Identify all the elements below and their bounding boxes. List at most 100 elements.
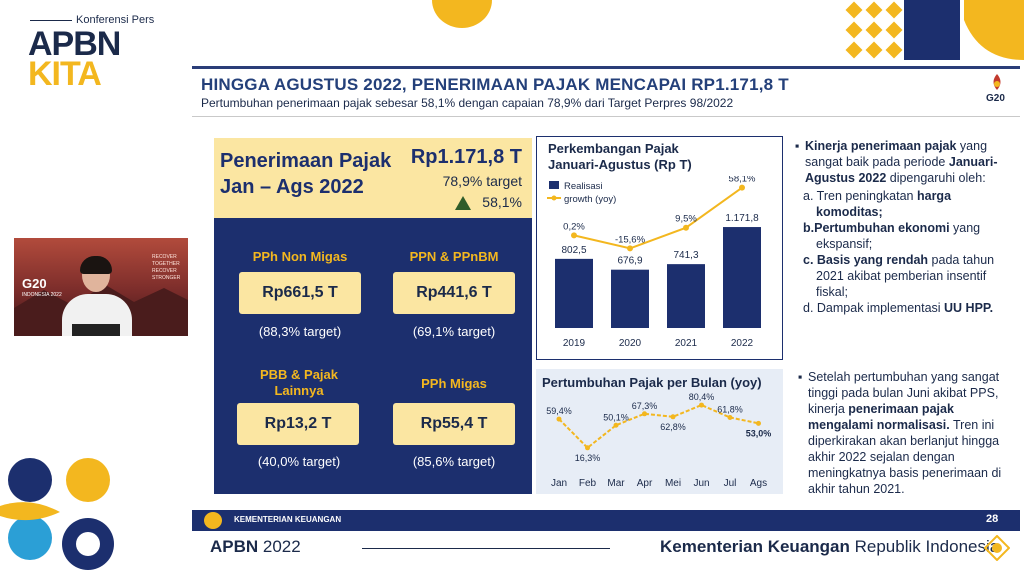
growth-line — [573, 186, 743, 250]
video-g20-logo: G20 — [22, 276, 47, 291]
month-tick-label: Jun — [693, 478, 709, 489]
component-target: (85,6% target) — [412, 454, 496, 469]
month-tick-label: Mar — [607, 478, 625, 489]
x-tick-label: 2021 — [675, 338, 698, 349]
legend-line-label: growth (yoy) — [564, 194, 616, 205]
month-tick-label: Jan — [551, 478, 567, 489]
component-target: (69,1% target) — [412, 324, 496, 339]
monthly-point — [585, 445, 590, 451]
month-tick-label: Ags — [750, 478, 767, 489]
monthly-growth-line — [558, 403, 759, 450]
monthly-chart-plot: 59,4% Jan 16,3% Feb 50,1% Mar 67,3% Apr 62,8% Mei… — [546, 392, 772, 489]
ministry-seal-icon — [984, 535, 1010, 561]
ministry-emblem-icon — [204, 512, 222, 529]
note-item-b: b.Pertumbuhan ekonomi yang ekspansif; — [803, 221, 981, 251]
component-target: (40,0% target) — [257, 454, 341, 469]
component-value: Rp13,2 T — [237, 403, 359, 445]
annual-chart-plot: Realisasi growth (yoy) 802,5 2019 676,9 2020 7… — [547, 176, 761, 349]
note-list: a. Tren peningkatan harga komoditas; b.P… — [803, 188, 1015, 316]
page-number: 28 — [986, 513, 999, 525]
note-item-d: d. Dampak implementasi UU HPP. — [803, 301, 994, 315]
monthly-value-label: 80,4% — [689, 392, 715, 402]
annual-chart-title: Perkembangan Pajak Januari-Agustus (Rp T… — [548, 141, 692, 172]
component-label: PPN & PPnBM — [409, 249, 499, 264]
monthly-point — [699, 402, 704, 408]
tax-summary-header — [214, 138, 532, 218]
monthly-value-label: 53,0% — [746, 428, 772, 438]
bar-2020 — [611, 269, 649, 328]
monthly-growth-chart — [536, 369, 783, 494]
legend-bar-label: Realisasi — [564, 181, 603, 192]
growth-label: 0,2% — [563, 221, 585, 232]
growth-point — [739, 184, 745, 191]
x-tick-label: 2022 — [731, 338, 754, 349]
monthly-value-label: 59,4% — [546, 406, 572, 416]
bar-value-label: 676,9 — [617, 256, 642, 267]
slide-title: HINGGA AGUSTUS 2022, PENERIMAAN PAJAK ME… — [201, 75, 789, 94]
monthly-chart-title: Pertumbuhan Pajak per Bulan (yoy) — [542, 375, 762, 390]
bar-2019 — [555, 258, 593, 328]
growth-label: 9,5% — [675, 214, 697, 225]
title-bar — [192, 66, 1020, 69]
g20-logo-text: G20 — [986, 93, 1005, 104]
summary-title: Penerimaan Pajak Jan – Ags 2022 — [220, 150, 392, 198]
bullet-icon: ▪ — [798, 370, 803, 384]
growth-point — [571, 232, 577, 239]
legend-bar-swatch — [549, 181, 559, 189]
component-value: Rp441,6 T — [393, 272, 515, 314]
header-divider — [192, 116, 1020, 117]
monthly-point — [613, 422, 619, 428]
monthly-value-label: 16,3% — [575, 453, 601, 463]
g20-logo-icon — [993, 74, 1001, 90]
decor-circle — [432, 0, 492, 28]
brand-subtitle: Konferensi Pers — [76, 14, 155, 26]
bar-value-label: 1.171,8 — [725, 213, 759, 224]
component-label: PPh Migas — [421, 376, 487, 391]
bar-2022 — [723, 227, 761, 328]
summary-growth: 58,1% — [482, 194, 522, 210]
note-paragraph-2: ▪ Setelah pertumbuhan yang sangat tinggi… — [798, 370, 1002, 496]
summary-value: Rp1.171,8 T — [410, 146, 522, 168]
component-label: PBB & Pajak Lainnya — [259, 367, 339, 398]
month-tick-label: Jul — [724, 478, 737, 489]
component-label: PPh Non Migas — [252, 249, 348, 264]
monthly-point — [756, 420, 761, 426]
brand-divider — [30, 20, 72, 21]
monthly-point — [727, 414, 733, 420]
brand-apbn: APBN — [28, 25, 121, 63]
speaker-hair — [80, 256, 112, 274]
video-g20-sub: INDONESIA 2022 — [22, 292, 62, 298]
note-item-c: c. Basis yang rendah pada tahun 2021 aki… — [803, 253, 995, 299]
note-item-a: a. Tren peningkatan harga komoditas; — [803, 189, 952, 219]
bar-value-label: 741,3 — [673, 250, 698, 261]
component-value: Rp55,4 T — [393, 403, 515, 445]
month-tick-label: Feb — [579, 478, 597, 489]
month-tick-label: Mei — [665, 478, 681, 489]
month-tick-label: Apr — [637, 478, 653, 489]
bar-value-label: 802,5 — [561, 245, 586, 256]
footer-bar — [192, 510, 1020, 531]
monthly-point — [642, 411, 647, 417]
monthly-value-label: 61,8% — [717, 404, 743, 414]
x-tick-label: 2019 — [563, 338, 586, 349]
monthly-point — [556, 416, 562, 422]
bottom-divider — [362, 548, 610, 549]
growth-point — [627, 245, 633, 252]
component-target: (88,3% target) — [258, 324, 342, 339]
speaker-video[interactable]: G20 INDONESIA 2022 RECOVER TOGETHER RECO… — [14, 238, 188, 336]
summary-target: 78,9% target — [442, 173, 522, 189]
monthly-value-label: 62,8% — [660, 422, 686, 432]
speaker-laptop — [72, 324, 120, 336]
bar-2021 — [667, 264, 705, 328]
bottom-apbn-label: APBN 2022 — [210, 537, 301, 556]
growth-up-icon — [455, 196, 471, 210]
note-paragraph-1: ▪ Kinerja penerimaan pajak yang sangat b… — [795, 139, 998, 185]
growth-label: 58,1% — [729, 176, 756, 185]
decor-pattern-bottom — [0, 456, 114, 570]
decor-pattern-top — [845, 0, 1024, 60]
monthly-value-label: 50,1% — [603, 412, 629, 422]
footer-ministry: KEMENTERIAN KEUANGAN — [234, 515, 342, 524]
monthly-value-label: 67,3% — [632, 401, 658, 411]
growth-label: -15,6% — [615, 234, 646, 245]
slide-subtitle: Pertumbuhan penerimaan pajak sebesar 58,… — [201, 96, 734, 110]
